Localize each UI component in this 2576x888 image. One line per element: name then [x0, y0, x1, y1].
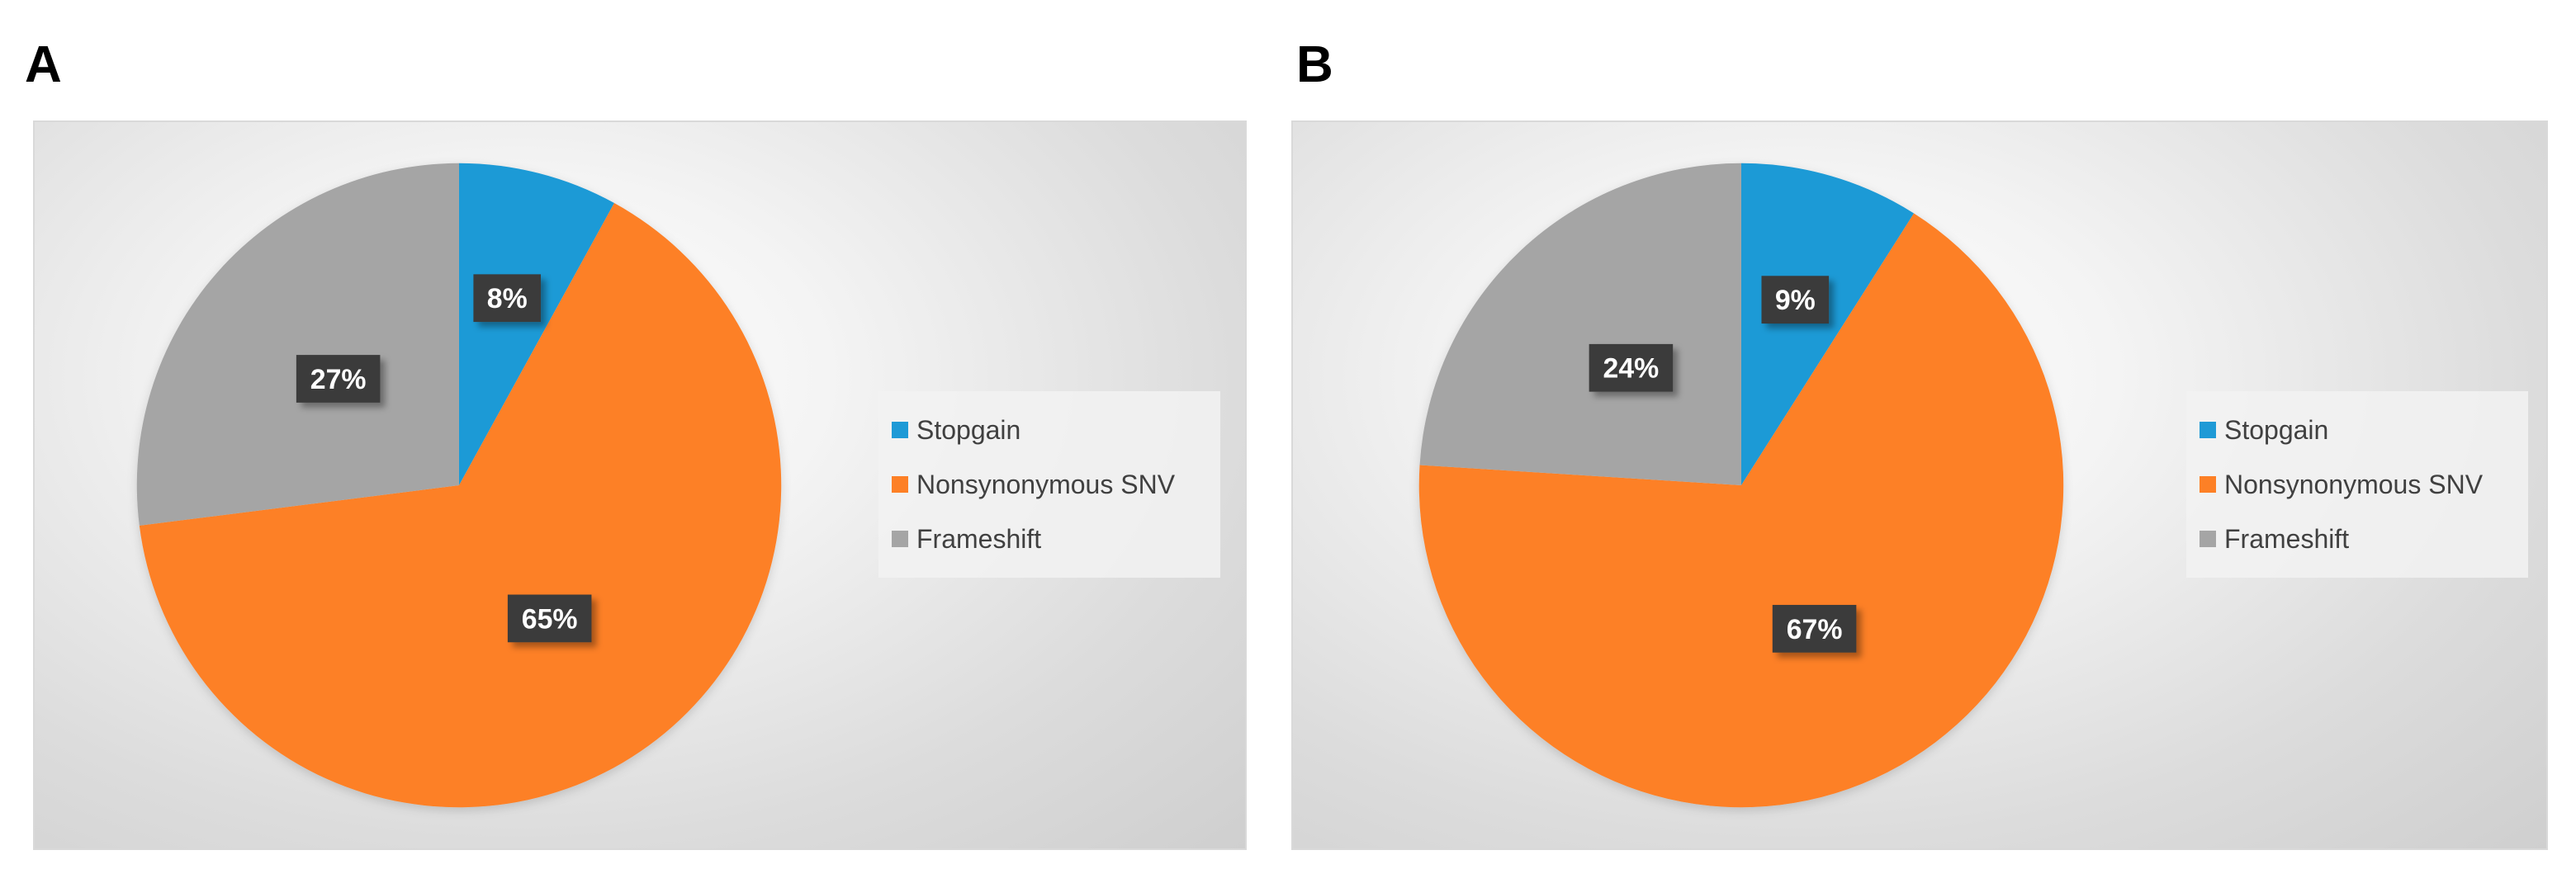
data-label-frameshift: 27%: [296, 355, 381, 403]
legend-item-nonsynonymous-snv: Nonsynonymous SNV: [892, 457, 1207, 512]
legend-item-stopgain: Stopgain: [2200, 403, 2515, 457]
data-label-nonsynonymous-snv: 65%: [507, 594, 592, 643]
legend-label-nonsynonymous-snv: Nonsynonymous SNV: [2224, 469, 2484, 499]
legend-label-stopgain: Stopgain: [2224, 414, 2329, 445]
pie-slice-frameshift: [1419, 163, 1741, 486]
legend-b: Stopgain Nonsynonymous SNV Frameshift: [2186, 391, 2528, 578]
legend-swatch-nonsynonymous-snv: [2200, 476, 2216, 493]
legend-label-stopgain: Stopgain: [916, 414, 1021, 445]
panel-letter-a: A: [25, 36, 62, 93]
pie-slice-nonsynonymous-snv: [1418, 213, 2064, 808]
legend-label-nonsynonymous-snv: Nonsynonymous SNV: [916, 469, 1176, 499]
pie-chart-a: 8% 65% 27% Stopgain Nonsynonymous SNV Fram…: [33, 120, 1247, 850]
legend-item-frameshift: Frameshift: [892, 512, 1207, 566]
legend-swatch-nonsynonymous-snv: [892, 476, 908, 493]
pie-chart-a-svg: 8% 65% 27%: [136, 163, 782, 808]
data-label-text: 24%: [1603, 353, 1660, 385]
data-label-text: 67%: [1787, 614, 1843, 645]
data-label-box: [473, 274, 542, 323]
data-label-text: 27%: [310, 364, 367, 395]
data-label-stopgain: 9%: [1761, 276, 1830, 324]
data-label-stopgain: 8%: [473, 274, 542, 323]
data-label-text: 9%: [1775, 285, 1816, 316]
pie-slice-stopgain: [1740, 163, 1915, 486]
pie-slices-a: [136, 163, 782, 808]
pie-slice-stopgain: [458, 163, 614, 486]
legend-swatch-frameshift: [2200, 531, 2216, 547]
panel-letter-b: B: [1296, 36, 1333, 93]
data-label-box: [1589, 343, 1674, 392]
pie-slice-frameshift: [136, 163, 459, 526]
legend-item-frameshift: Frameshift: [2200, 512, 2515, 566]
legend-swatch-stopgain: [2200, 422, 2216, 438]
legend-swatch-frameshift: [892, 531, 908, 547]
data-label-box: [296, 355, 381, 403]
legend-item-nonsynonymous-snv: Nonsynonymous SNV: [2200, 457, 2515, 512]
legend-swatch-stopgain: [892, 422, 908, 438]
pie-chart-b: 9% 67% 24% Stopgain Nonsynonymous SNV Fram…: [1291, 120, 2548, 850]
data-label-frameshift: 24%: [1589, 343, 1674, 392]
data-label-box: [507, 594, 592, 643]
pie-chart-b-svg: 9% 67% 24%: [1418, 163, 2064, 808]
legend-item-stopgain: Stopgain: [892, 403, 1207, 457]
pie-slices-b: [1418, 163, 2064, 808]
data-label-box: [1772, 604, 1857, 653]
legend-label-frameshift: Frameshift: [2224, 523, 2350, 554]
pie-slice-nonsynonymous-snv: [139, 203, 782, 808]
data-label-text: 65%: [522, 603, 578, 635]
legend-a: Stopgain Nonsynonymous SNV Frameshift: [878, 391, 1220, 578]
data-label-text: 8%: [487, 283, 528, 314]
data-label-box: [1761, 276, 1830, 324]
legend-label-frameshift: Frameshift: [916, 523, 1042, 554]
data-label-nonsynonymous-snv: 67%: [1772, 604, 1857, 653]
